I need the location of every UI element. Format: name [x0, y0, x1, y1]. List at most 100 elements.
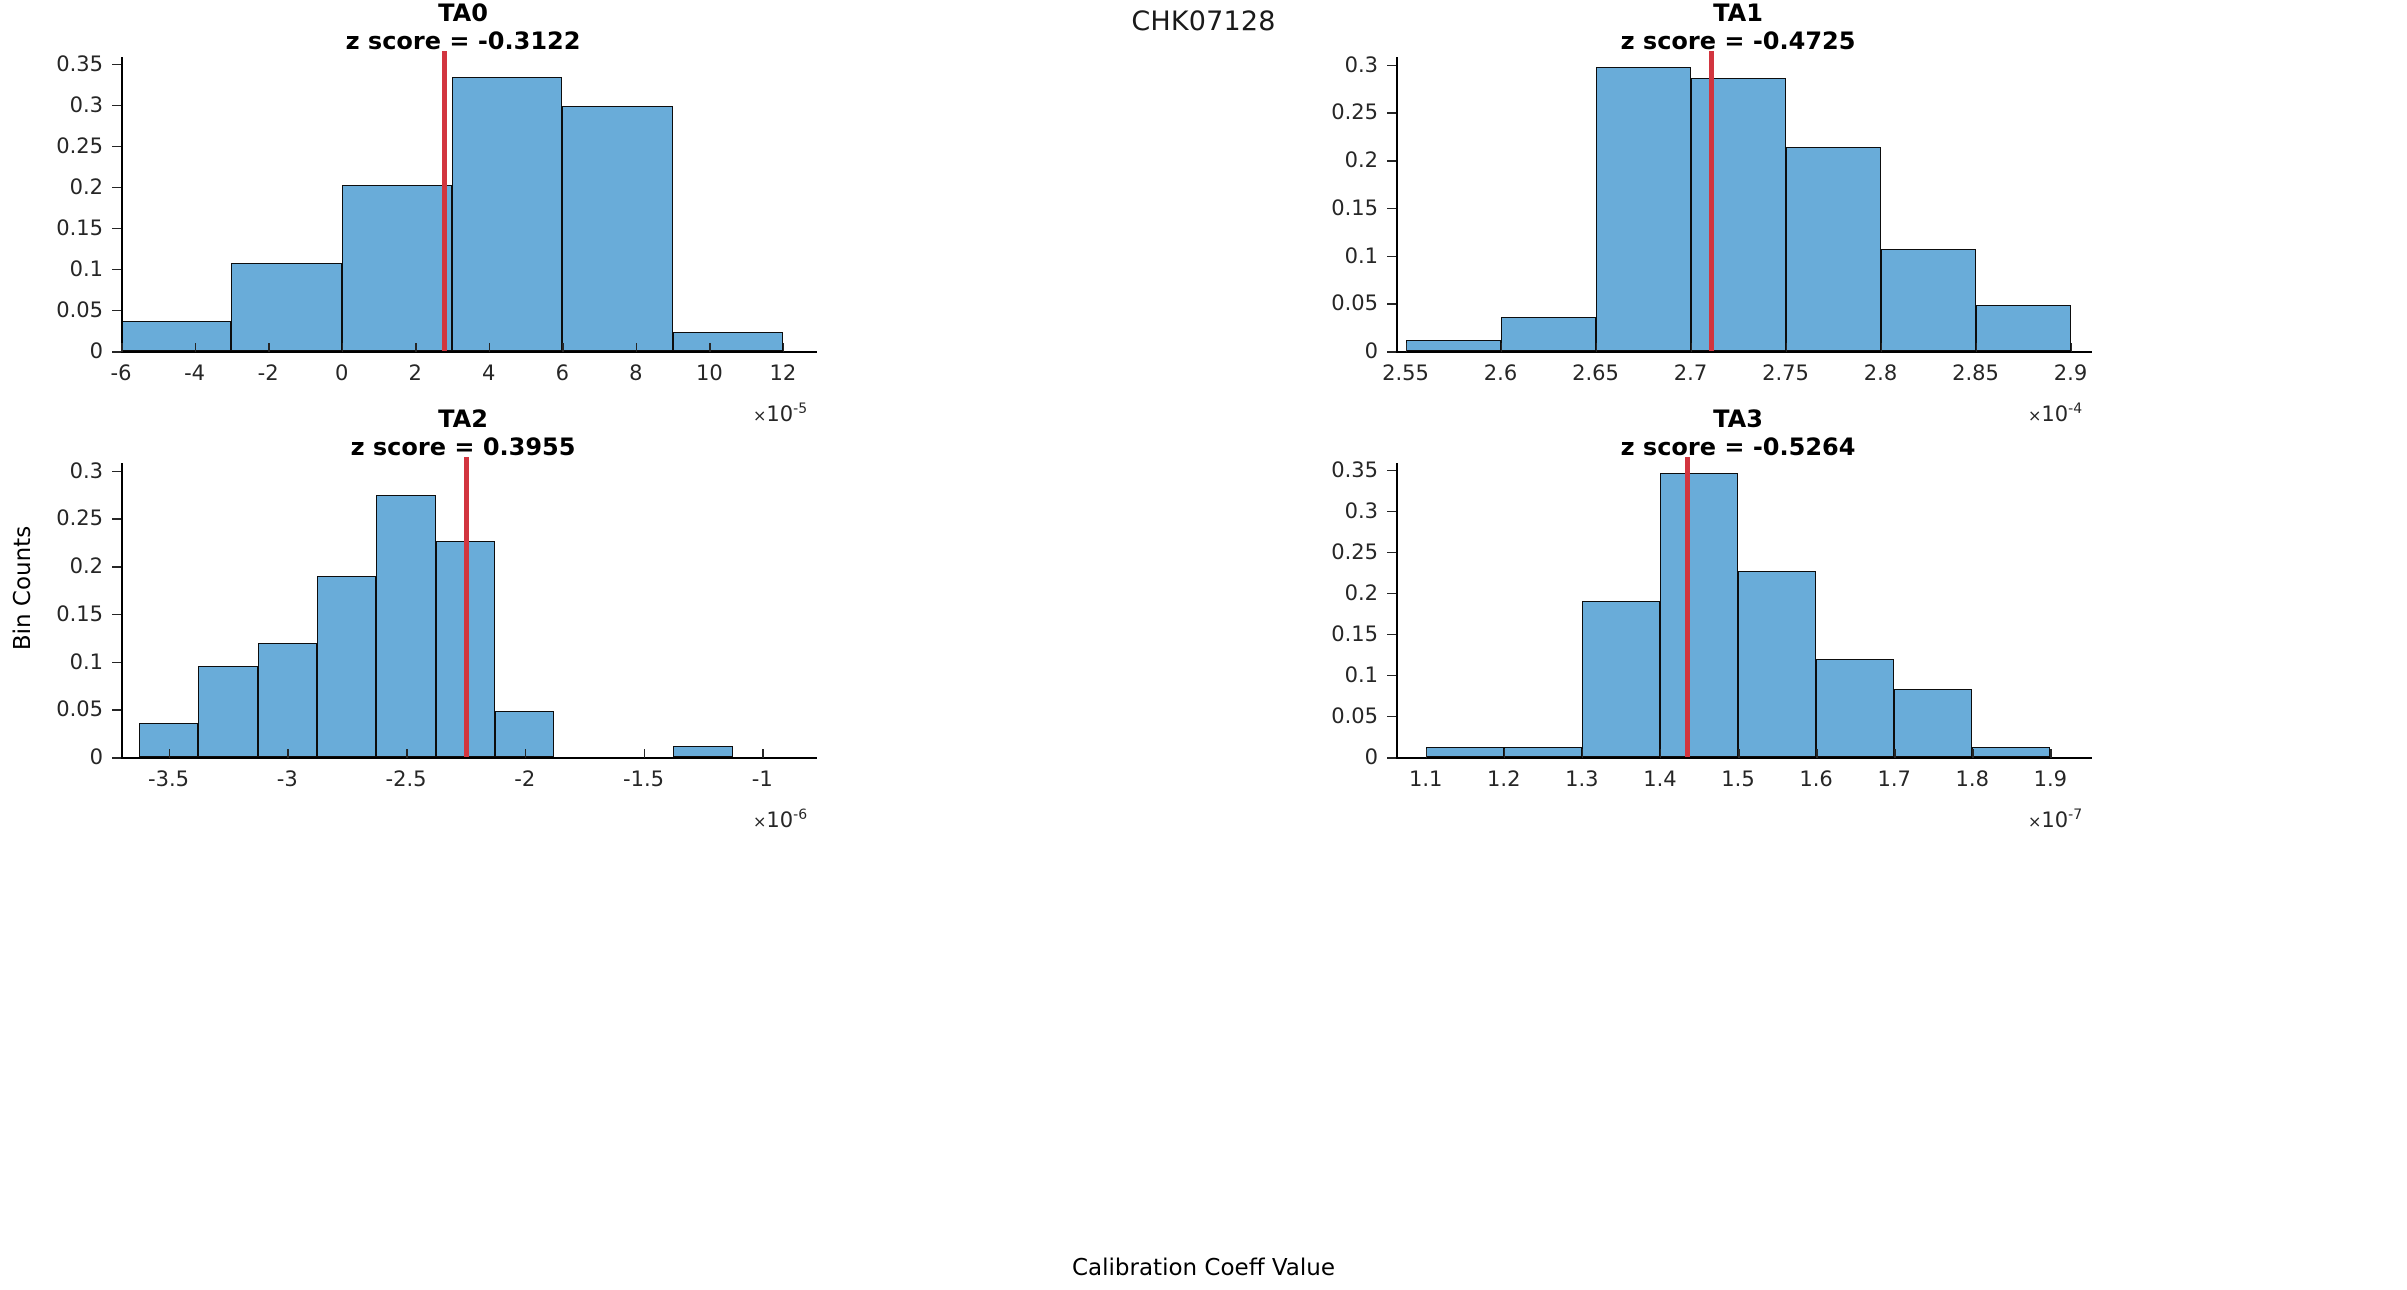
x-axis-tick	[1785, 343, 1787, 352]
histogram-bar	[1595, 66, 1691, 351]
x-axis-tick	[1690, 343, 1692, 352]
x-axis-tick	[1880, 343, 1882, 352]
histogram-bar	[672, 332, 783, 351]
x-axis-tick	[524, 749, 527, 758]
x-axis-tick-label: 2	[408, 361, 422, 385]
x-axis-tick	[1894, 749, 1896, 758]
x-axis-tick	[1500, 343, 1502, 352]
x-axis-line	[1396, 757, 2092, 759]
x-axis-tick-label: 1.1	[1408, 767, 1443, 791]
panel-name-label: TA0	[438, 0, 488, 27]
histogram-bar	[1816, 659, 1895, 757]
x-axis-tick-label: 8	[629, 361, 643, 385]
x-axis-tick-label: -6	[110, 361, 132, 385]
x-axis-tick-label: -2.5	[385, 767, 427, 791]
histogram-bar	[316, 575, 377, 757]
panel-name-label: TA3	[1713, 405, 1763, 433]
x-axis-tick	[1659, 749, 1662, 758]
y-axis-tick-label: 0.1	[69, 649, 103, 674]
y-axis-tick	[1387, 551, 1396, 554]
y-axis-tick-label: 0.25	[56, 506, 103, 531]
histogram-bar	[1785, 146, 1881, 351]
y-axis-tick	[1387, 160, 1396, 162]
y-axis-tick	[1387, 592, 1396, 595]
y-axis-tick-label: 0.1	[69, 256, 103, 281]
histogram-bar	[451, 76, 563, 351]
y-axis-line	[121, 57, 123, 353]
histogram-bar	[121, 321, 232, 351]
y-axis-tick	[112, 757, 121, 759]
x-axis-tick-label: 12	[769, 361, 797, 385]
panel-title-ta1: TA1 z score = -0.4725	[1396, 0, 2080, 56]
exponent-power: -6	[793, 807, 808, 823]
x-axis-tick-label: 10	[696, 361, 723, 385]
x-axis-tick	[782, 343, 785, 352]
x-axis-tick	[1975, 343, 1977, 352]
x-axis-exponent-label: ×10-4	[2028, 401, 2082, 426]
y-axis-tick	[1387, 674, 1396, 677]
histogram-bar	[1425, 747, 1504, 757]
x-axis-tick	[488, 343, 491, 352]
y-axis-tick-label: 0.05	[1331, 703, 1378, 728]
multiply-icon: ×	[2028, 406, 2042, 425]
y-axis-tick-label: 0	[89, 339, 103, 363]
x-axis-tick-label: 4	[482, 361, 496, 385]
x-axis-tick-label: 1.4	[1643, 767, 1677, 791]
y-axis-tick-label: 0.25	[1331, 539, 1378, 564]
x-axis-tick-label: 1.5	[1721, 767, 1755, 791]
y-axis-tick	[1387, 633, 1396, 636]
panel-title-ta3: TA3 z score = -0.5264	[1396, 405, 2080, 462]
y-axis-tick	[112, 268, 121, 271]
x-axis-tick	[415, 343, 417, 352]
x-axis-tick-label: -2	[514, 767, 536, 791]
y-axis-tick	[1387, 351, 1396, 353]
y-axis-tick	[112, 351, 121, 353]
x-axis-tick	[406, 749, 408, 758]
x-axis-tick	[562, 343, 564, 352]
exponent-base: 10	[2041, 402, 2069, 426]
y-axis-tick-label: 0.25	[1331, 100, 1378, 125]
y-axis-tick-label: 0.15	[1331, 195, 1378, 220]
histogram-bar	[1972, 747, 2051, 757]
y-axis-tick	[112, 613, 121, 616]
x-axis-tick	[1738, 749, 1740, 758]
y-axis-tick	[1387, 112, 1396, 114]
zscore-marker-line	[1708, 51, 1714, 351]
y-axis-tick-label: 0.3	[69, 92, 103, 117]
y-axis-tick-label: 0.05	[1331, 291, 1378, 316]
x-axis-tick-label: 1.2	[1487, 767, 1521, 791]
x-axis-exponent-label: ×10-6	[753, 807, 807, 832]
panel-zscore-label: z score = 0.3955	[350, 433, 576, 462]
x-axis-tick-label: -3.5	[148, 767, 189, 791]
y-axis-tick-label: 0.2	[1344, 580, 1378, 605]
y-axis-tick-label: 0.3	[1344, 498, 1378, 523]
panel-zscore-label: z score = -0.3122	[345, 27, 581, 56]
histogram-bar	[673, 745, 733, 757]
histogram-bar	[1503, 747, 1582, 757]
y-axis-tick	[1387, 715, 1396, 718]
x-axis-tick-label: 2.65	[1572, 361, 1619, 385]
x-axis-tick	[762, 749, 764, 758]
x-axis-tick-label: 1.9	[2033, 767, 2068, 791]
y-axis-line	[121, 463, 123, 759]
x-axis-tick-label: 2.8	[1863, 361, 1898, 385]
zscore-marker-line	[442, 51, 448, 351]
histogram-bar	[1975, 305, 2071, 351]
x-axis-tick	[709, 343, 711, 352]
exponent-power: -7	[2068, 807, 2083, 823]
y-axis-tick-label: 0.35	[56, 51, 103, 76]
y-axis-tick	[112, 309, 121, 312]
panel-name-label: TA2	[438, 405, 488, 433]
y-axis-tick-label: 0.35	[1331, 457, 1378, 482]
y-axis-tick	[1387, 510, 1396, 513]
exponent-base: 10	[2041, 808, 2069, 832]
y-axis-tick	[112, 63, 121, 66]
histogram-bar	[562, 106, 673, 351]
y-axis-tick	[112, 104, 121, 107]
histogram-bar	[1880, 248, 1976, 351]
histogram-bar	[231, 263, 342, 351]
x-axis-tick	[1581, 749, 1584, 758]
